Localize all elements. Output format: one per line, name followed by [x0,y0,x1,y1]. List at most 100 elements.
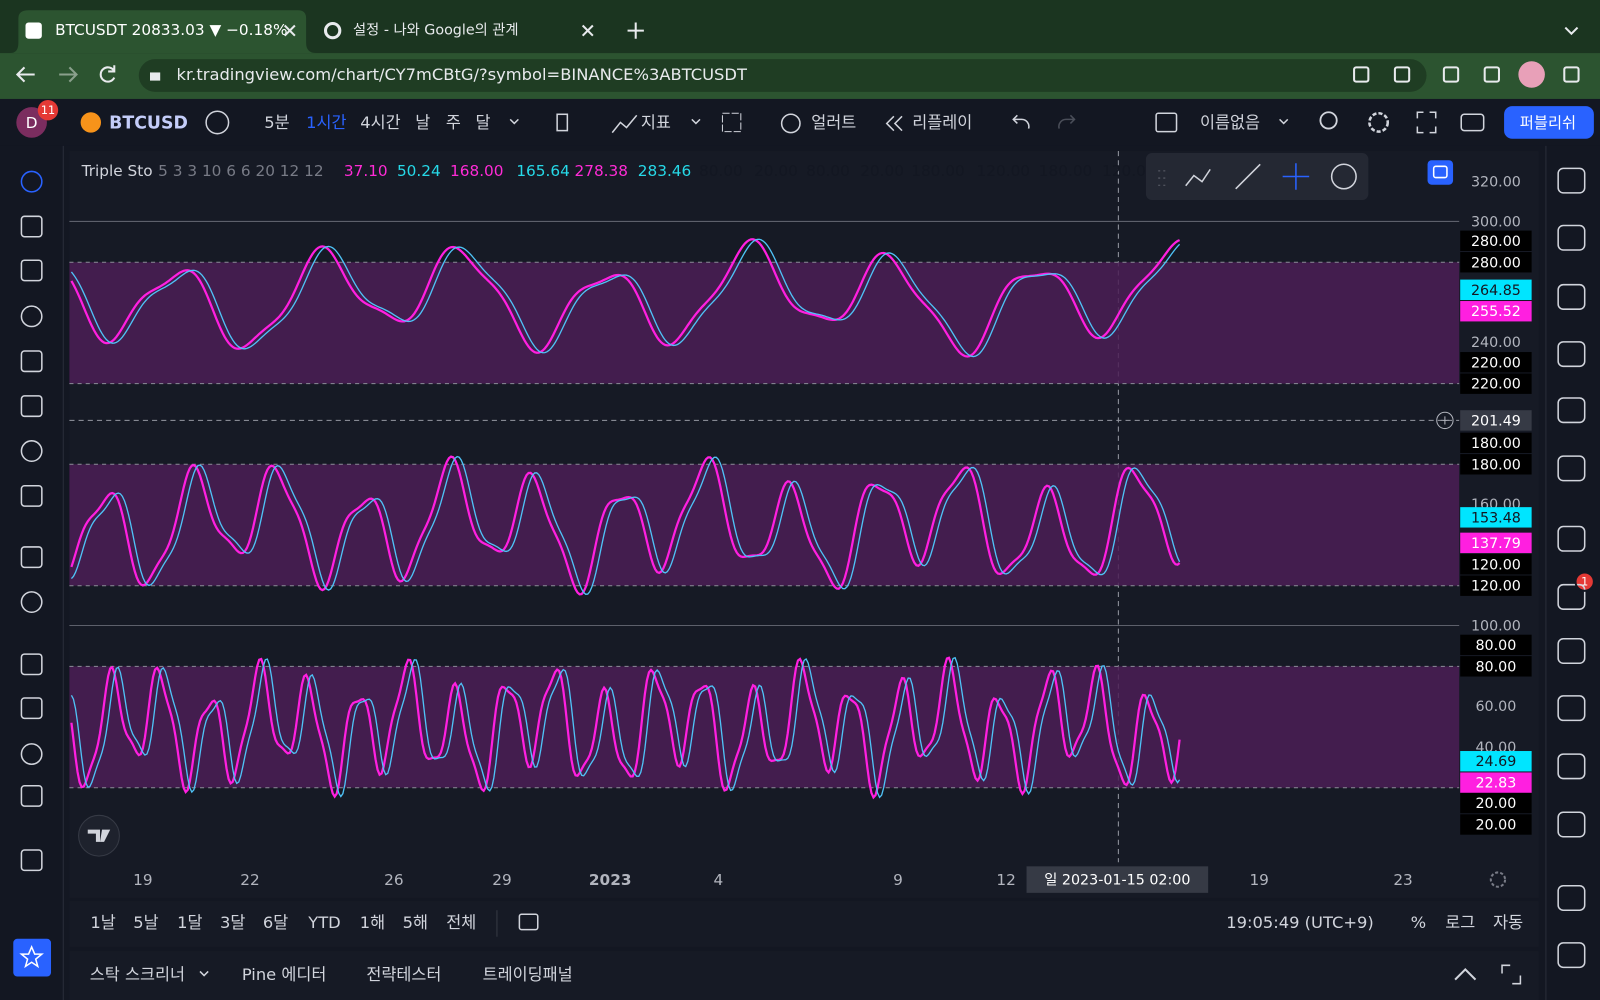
right-tool[interactable] [1557,167,1586,194]
left-tool[interactable] [20,440,43,462]
clock[interactable]: 19:05:49 (UTC+9) [1226,913,1374,932]
tab-title[interactable]: 설정 - 나와 Google의 관계 [353,22,518,39]
panel-tab[interactable]: Pine 에디터 [242,965,327,984]
panel-tab[interactable]: 트레이딩패널 [483,965,573,984]
layouts-icon[interactable] [721,112,742,133]
right-tool[interactable] [1557,583,1586,610]
interval[interactable]: 1시간 [306,113,346,132]
publish-button[interactable] [1504,106,1594,139]
right-tool[interactable] [1557,525,1586,552]
tab-title[interactable]: BTCUSDT 20833.03 ▼ −0.18% [55,21,287,39]
right-tool[interactable] [1557,397,1586,424]
left-tool[interactable] [20,591,43,614]
percent-toggle[interactable]: % [1411,913,1427,932]
candle-icon[interactable] [556,113,569,132]
redo[interactable] [1058,114,1076,129]
snapshot[interactable] [1460,113,1485,132]
right-tool[interactable] [1557,455,1586,482]
search[interactable] [1319,111,1338,130]
undo[interactable] [1012,114,1030,129]
interval[interactable]: 4시간 [360,113,400,132]
interval[interactable]: 5분 [264,113,289,132]
panel-maximize[interactable] [1501,964,1522,985]
slow-line [70,656,1181,799]
symbol[interactable]: BTCUSD [109,113,188,133]
left-tool[interactable] [20,259,43,282]
interval[interactable]: 주 [446,113,461,132]
new-tab[interactable] [627,22,644,39]
replay[interactable]: 리플레이 [912,113,972,132]
favorite-button[interactable] [13,938,52,977]
fullscreen[interactable] [1416,111,1437,134]
browser-icon[interactable] [1353,66,1370,83]
overlay-icon[interactable] [1330,163,1357,190]
left-tool[interactable] [20,170,43,193]
range-button[interactable]: 5해 [403,913,428,932]
time-label: 19 [133,871,152,889]
left-tool[interactable] [20,484,43,507]
panel-tab[interactable]: 전략테스터 [366,965,441,984]
alert[interactable]: 얼러트 [811,113,856,132]
left-tool[interactable] [20,350,43,373]
right-tool[interactable] [1557,884,1586,911]
right-tool[interactable] [1557,341,1586,368]
indicators[interactable]: 지표 [641,113,671,132]
range-button[interactable]: 5날 [133,913,158,932]
overlay-icon[interactable] [1235,163,1261,190]
active-tab[interactable] [10,10,317,54]
right-tool[interactable] [1557,811,1586,838]
profile[interactable] [1518,61,1545,88]
range-button[interactable]: 6달 [263,913,288,932]
left-tool[interactable] [20,653,43,676]
left-tool[interactable] [20,743,43,766]
browser-icon[interactable] [1483,66,1500,83]
goto-date[interactable] [518,913,539,931]
overlay-icon[interactable] [1282,163,1310,190]
range-button[interactable]: 전체 [446,913,476,932]
left-tool[interactable] [20,849,43,872]
range-button[interactable]: 1날 [90,913,115,932]
right-tool[interactable] [1557,942,1586,969]
sync-button[interactable] [1427,160,1454,185]
back[interactable] [15,66,35,83]
right-tool[interactable] [1557,695,1586,722]
log-toggle[interactable]: 로그 [1445,913,1475,932]
overlay-icon[interactable] [1185,168,1211,187]
layout-name[interactable]: 이름없음 [1200,113,1260,132]
range-button[interactable]: 1달 [177,913,202,932]
panel-collapse[interactable] [1454,967,1477,981]
browser-icon[interactable] [1563,66,1580,83]
tab-close[interactable] [283,24,296,37]
left-tool[interactable] [20,784,43,807]
interval[interactable]: 날 [415,113,430,132]
reload[interactable] [99,65,116,83]
right-tool[interactable] [1557,638,1586,665]
browser-icon[interactable] [1393,66,1411,83]
left-tool[interactable] [20,395,43,418]
right-tool[interactable] [1557,753,1586,780]
add-symbol[interactable] [205,110,230,135]
forward[interactable] [59,66,78,83]
tab-close[interactable] [581,24,594,37]
right-tool[interactable] [1557,224,1586,251]
url-field[interactable] [138,59,1427,92]
range-button[interactable]: 3달 [220,913,245,932]
left-tool[interactable] [20,546,43,569]
crosshair-plus[interactable] [1436,411,1454,430]
auto-toggle[interactable]: 자동 [1493,913,1523,932]
panel-tab[interactable]: 스탁 스크리너 [90,965,185,984]
right-tool[interactable] [1557,283,1586,310]
interval[interactable]: 달 [476,113,491,132]
range-button[interactable]: YTD [307,913,341,932]
publish[interactable]: 퍼블리쉬 [1520,114,1576,132]
range-button[interactable]: 1해 [360,913,385,932]
settings[interactable] [1368,111,1390,133]
scale-settings[interactable] [1489,871,1507,888]
left-tool[interactable] [20,305,43,328]
price-label-box [1460,772,1532,793]
browser-icon[interactable] [1442,66,1460,83]
tab-menu[interactable] [1564,26,1579,36]
left-tool[interactable] [20,697,43,720]
left-tool[interactable] [20,215,43,238]
